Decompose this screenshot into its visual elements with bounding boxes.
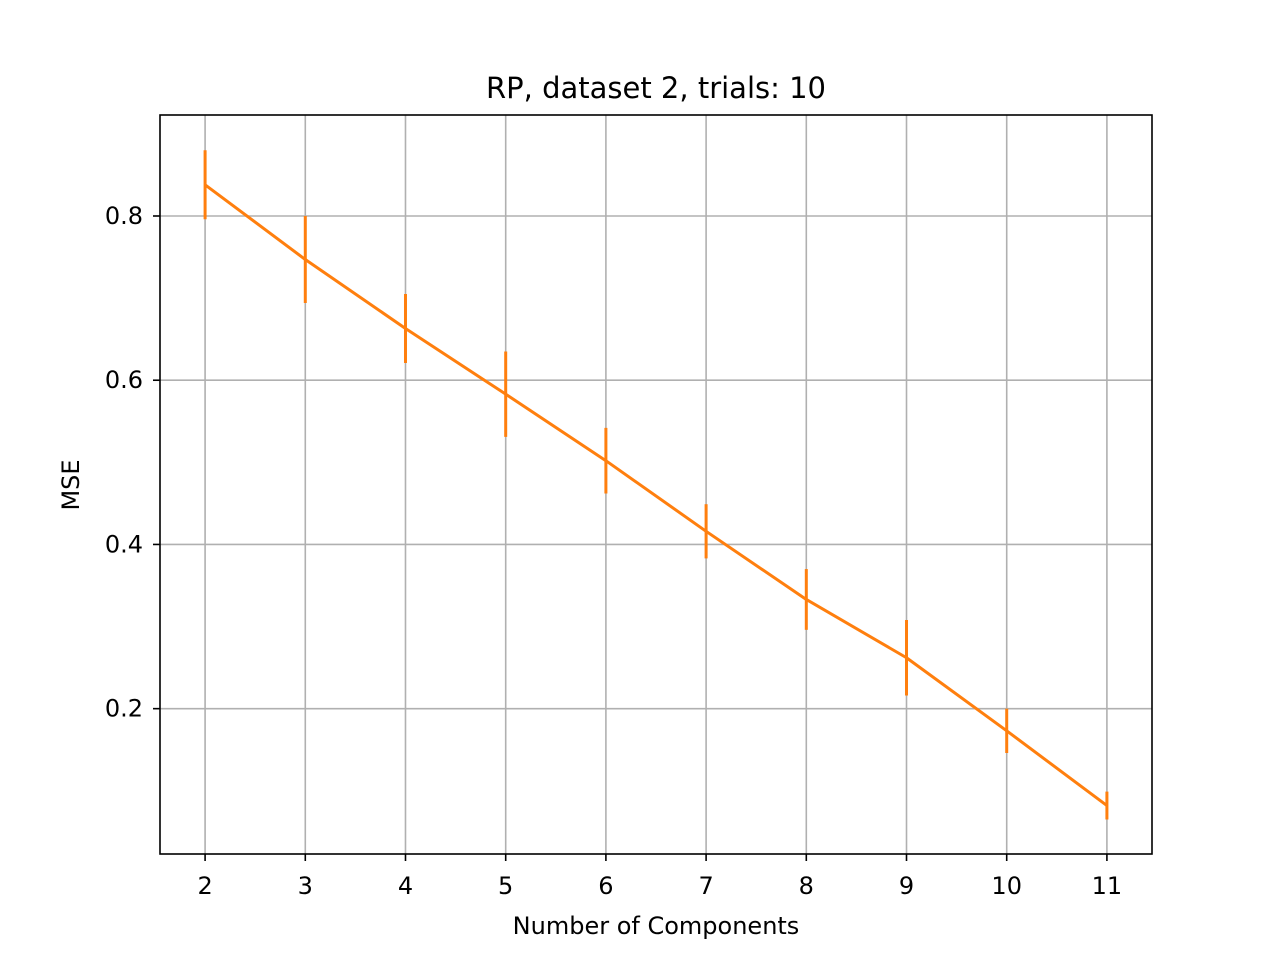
axes-frame	[159, 114, 1153, 855]
y-axis-label: MSE	[57, 459, 85, 510]
x-tick-label: 10	[991, 872, 1022, 900]
x-tick-label: 6	[598, 872, 613, 900]
chart-title: RP, dataset 2, trials: 10	[486, 71, 826, 105]
x-tick-label: 9	[899, 872, 914, 900]
plot-area	[203, 150, 1109, 820]
x-tick-label: 8	[799, 872, 814, 900]
x-tick-label: 5	[498, 872, 513, 900]
y-tick-label: 0.8	[105, 202, 143, 230]
series-line	[204, 183, 1108, 807]
x-tick-label: 11	[1092, 872, 1123, 900]
x-tick-label: 7	[698, 872, 713, 900]
ticks: 2 3 4 5 6 7 8 9 10 11 0.2 0.4 0.6 0.8	[105, 202, 1122, 900]
y-tick-label: 0.2	[105, 695, 143, 723]
y-tick-label: 0.6	[105, 366, 143, 394]
y-tick-label: 0.4	[105, 530, 143, 558]
x-axis-label: Number of Components	[513, 912, 800, 940]
x-tick-label: 2	[197, 872, 212, 900]
x-tick-label: 4	[398, 872, 413, 900]
x-tick-label: 3	[298, 872, 313, 900]
